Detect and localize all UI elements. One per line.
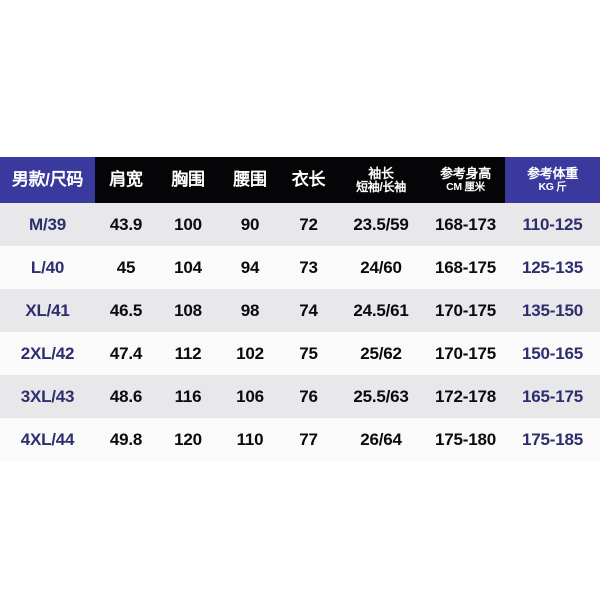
cell-chest: 120 (174, 429, 202, 449)
cell-size: L/40 (30, 257, 65, 277)
table-header: 男款/尺码 肩宽 胸围 腰围 衣长 袖长 短袖/长袖 参考身高 CM 厘米 参考体重 KG 斤 (0, 157, 600, 203)
cell-weight: 165-175 (522, 386, 583, 406)
cell-shoulder: 49.8 (109, 429, 143, 449)
column-header-height: 参考身高 CM 厘米 (426, 157, 505, 203)
cell-sleeve: 24.5/61 (353, 300, 409, 320)
column-header-weight-sub: KG 斤 (538, 180, 567, 193)
cell-shoulder: 45 (116, 257, 136, 277)
cell-height: 170-175 (435, 300, 496, 320)
cell-size: 2XL/42 (20, 343, 75, 363)
cell-weight: 175-185 (522, 429, 583, 449)
column-header-sleeve: 袖长 短袖/长袖 (336, 157, 426, 203)
column-header-height-main: 参考身高 (440, 166, 491, 182)
cell-chest: 104 (174, 257, 202, 277)
cell-sleeve: 26/64 (360, 429, 402, 449)
table-row: 2XL/42 47.4 112 102 75 25/62 170-175 150-165 (0, 332, 600, 375)
cell-shoulder: 48.6 (109, 386, 143, 406)
table-row: 3XL/43 48.6 116 106 76 25.5/63 172-178 165-175 (0, 375, 600, 418)
table-row: XL/41 46.5 108 98 74 24.5/61 170-175 135-150 (0, 289, 600, 332)
cell-waist: 102 (236, 343, 264, 363)
cell-waist: 110 (236, 429, 264, 449)
cell-height: 168-175 (435, 257, 496, 277)
column-header-waist-main: 腰围 (233, 170, 267, 190)
column-header-sleeve-sub: 短袖/长袖 (356, 179, 406, 194)
cell-length: 74 (299, 300, 318, 320)
column-header-shoulder-main: 肩宽 (109, 170, 143, 190)
column-header-weight-main: 参考体重 (527, 166, 578, 182)
cell-shoulder: 47.4 (109, 343, 143, 363)
column-header-chest-main: 胸围 (171, 170, 205, 190)
cell-waist: 106 (236, 386, 264, 406)
cell-length: 76 (299, 386, 318, 406)
cell-height: 168-173 (435, 214, 496, 234)
cell-weight: 125-135 (522, 257, 583, 277)
table-row: L/40 45 104 94 73 24/60 168-175 125-135 (0, 246, 600, 289)
cell-chest: 108 (174, 300, 202, 320)
cell-size: XL/41 (25, 300, 70, 320)
header-row: 男款/尺码 肩宽 胸围 腰围 衣长 袖长 短袖/长袖 参考身高 CM 厘米 参考体重 KG 斤 (0, 157, 600, 203)
cell-size: 4XL/44 (20, 429, 75, 449)
cell-waist: 98 (240, 300, 260, 320)
cell-sleeve: 23.5/59 (353, 214, 409, 234)
column-header-waist: 腰围 (219, 157, 281, 203)
cell-waist: 94 (240, 257, 260, 277)
cell-height: 175-180 (435, 429, 496, 449)
column-header-shoulder: 肩宽 (95, 157, 157, 203)
table-row: 4XL/44 49.8 120 110 77 26/64 175-180 175-185 (0, 418, 600, 461)
cell-weight: 150-165 (522, 343, 583, 363)
cell-length: 73 (299, 257, 318, 277)
size-chart-container: 男款/尺码 肩宽 胸围 腰围 衣长 袖长 短袖/长袖 参考身高 CM 厘米 参考体重 KG 斤 M/… (0, 157, 600, 461)
cell-size: M/39 (29, 214, 66, 234)
table-body: M/39 43.9 100 90 72 23.5/59 168-173 110-125 L/40… (0, 203, 600, 461)
column-header-length-main: 衣长 (291, 170, 326, 190)
cell-sleeve: 24/60 (360, 257, 402, 277)
cell-chest: 100 (174, 214, 202, 234)
cell-weight: 135-150 (522, 300, 583, 320)
cell-sleeve: 25/62 (360, 343, 402, 363)
cell-length: 72 (299, 214, 318, 234)
column-header-sleeve-main: 袖长 (368, 165, 394, 181)
cell-height: 170-175 (435, 343, 496, 363)
cell-shoulder: 43.9 (109, 214, 143, 234)
cell-waist: 90 (240, 214, 260, 234)
column-header-size: 男款/尺码 (0, 157, 95, 203)
cell-length: 77 (299, 429, 318, 449)
cell-sleeve: 25.5/63 (353, 386, 409, 406)
cell-weight: 110-125 (522, 214, 583, 234)
cell-chest: 112 (174, 343, 202, 363)
column-header-height-sub: CM 厘米 (446, 180, 485, 193)
size-chart-table: 男款/尺码 肩宽 胸围 腰围 衣长 袖长 短袖/长袖 参考身高 CM 厘米 参考体重 KG 斤 M/… (0, 157, 600, 461)
column-header-size-main: 男款/尺码 (11, 170, 84, 190)
column-header-length: 衣长 (281, 157, 336, 203)
column-header-weight: 参考体重 KG 斤 (505, 157, 600, 203)
table-row: M/39 43.9 100 90 72 23.5/59 168-173 110-125 (0, 203, 600, 246)
cell-shoulder: 46.5 (109, 300, 143, 320)
cell-chest: 116 (174, 386, 202, 406)
column-header-chest: 胸围 (157, 157, 219, 203)
cell-length: 75 (299, 343, 318, 363)
cell-size: 3XL/43 (20, 386, 75, 406)
cell-height: 172-178 (435, 386, 496, 406)
